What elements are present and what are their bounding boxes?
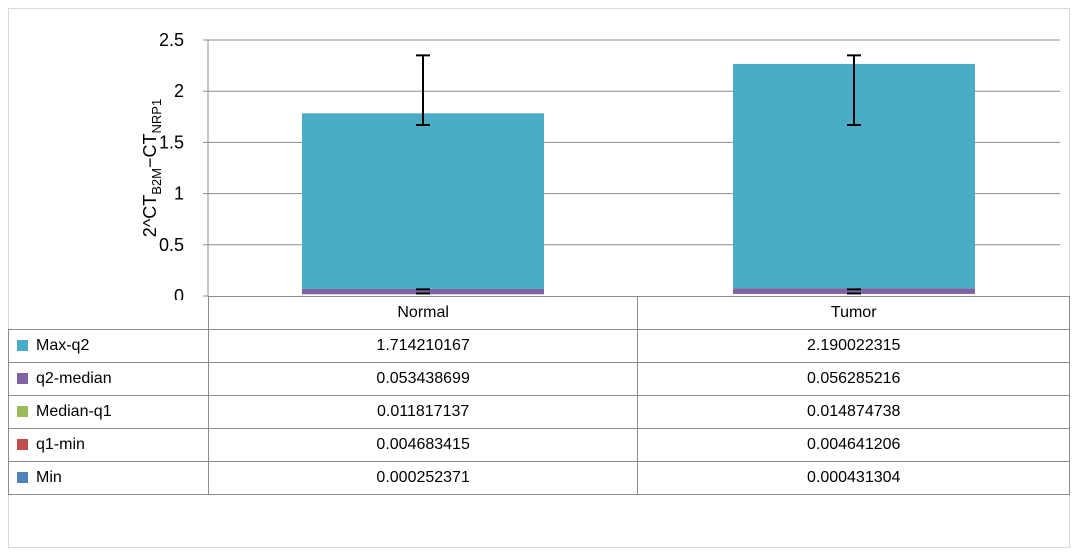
- category-label: Tumor: [637, 296, 1070, 330]
- table-row: Min 0.000252371 0.000431304: [8, 461, 1070, 495]
- error-bars: [416, 54, 861, 295]
- data-value-cell: 2.190022315: [637, 329, 1070, 363]
- legend-swatch: [17, 439, 28, 450]
- data-value-cell: 0.000252371: [207, 461, 639, 495]
- data-table: Normal Tumor Max-q2 1.714210167 2.190022315 q…: [8, 296, 1070, 495]
- legend-entry: Max-q2: [8, 329, 209, 363]
- legend-label: Max-q2: [36, 337, 90, 354]
- data-value-cell: 0.000431304: [637, 461, 1070, 495]
- bar-segment-q2-median: [302, 288, 544, 295]
- category-label: Normal: [207, 296, 639, 330]
- data-value-cell: 1.714210167: [207, 329, 639, 363]
- legend-label: q1-min: [36, 436, 85, 453]
- legend-swatch: [17, 406, 28, 417]
- data-value-cell: 0.011817137: [207, 395, 639, 429]
- legend-label: Median-q1: [36, 403, 112, 420]
- legend-entry: q1-min: [8, 428, 209, 462]
- y-axis-label: 2^CTB2M−CTNRP1: [140, 99, 164, 237]
- bar-segment-q2-median: [733, 288, 975, 294]
- data-value-cell: 0.014874738: [637, 395, 1070, 429]
- axes: [203, 39, 209, 297]
- legend-label: q2-median: [36, 370, 112, 387]
- y-label-mid: −CT: [140, 133, 160, 168]
- table-row: Median-q1 0.011817137 0.014874738: [8, 395, 1070, 429]
- legend-entry: Min: [8, 461, 209, 495]
- table-row: q1-min 0.004683415 0.004641206: [8, 428, 1070, 462]
- legend-entry: q2-median: [8, 362, 209, 396]
- data-value-cell: 0.053438699: [207, 362, 639, 396]
- data-value-cell: 0.056285216: [637, 362, 1070, 396]
- table-row: Max-q2 1.714210167 2.190022315: [8, 329, 1070, 363]
- legend-swatch: [17, 340, 28, 351]
- table-header-row: Normal Tumor: [8, 296, 1070, 330]
- data-value-cell: 0.004683415: [207, 428, 639, 462]
- data-value-cell: 0.004641206: [637, 428, 1070, 462]
- y-tick-label: 1: [174, 184, 184, 204]
- y-label-prefix: 2^CT: [140, 195, 160, 237]
- bars: [302, 63, 975, 295]
- y-tick-label: 1.5: [159, 132, 184, 152]
- chart-plot: 0 0.5 1 1.5 2 2.5 2^CTB2M−CTNRP1: [140, 30, 1060, 300]
- table-row: q2-median 0.053438699 0.056285216: [8, 362, 1070, 396]
- legend-swatch: [17, 472, 28, 483]
- bar-segment-max-q2: [302, 113, 544, 289]
- legend-entry: Median-q1: [8, 395, 209, 429]
- y-tick-labels: 0 0.5 1 1.5 2 2.5: [159, 30, 184, 300]
- legend-swatch: [17, 373, 28, 384]
- y-tick-label: 2.5: [159, 30, 184, 50]
- y-label-sub1: B2M: [149, 168, 164, 195]
- legend-label: Min: [36, 469, 62, 486]
- table-corner: [8, 296, 209, 330]
- y-label-sub2: NRP1: [149, 99, 164, 134]
- y-tick-label: 2: [174, 81, 184, 101]
- y-tick-label: 0.5: [159, 235, 184, 255]
- y-tick-label: 0: [174, 286, 184, 300]
